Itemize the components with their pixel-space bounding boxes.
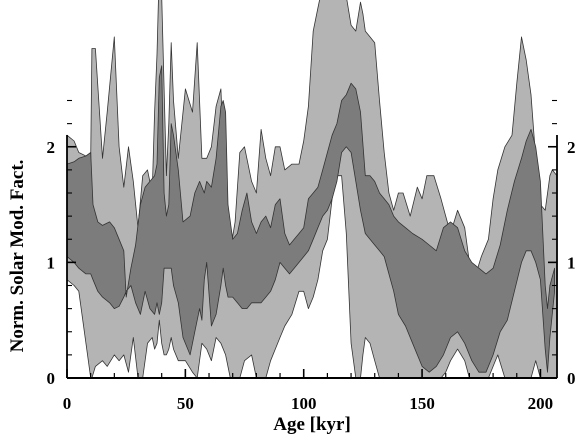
x-tick-label: 150: [409, 394, 435, 413]
inner-uncertainty-band: [66, 65, 555, 373]
x-axis-title: Age [kyr]: [273, 414, 351, 435]
axes: [66, 135, 558, 379]
y-right-tick-label: 2: [567, 138, 576, 157]
x-tick-label: 50: [177, 394, 194, 413]
y-axis-title: Norm. Solar Mod. Fact.: [7, 160, 28, 353]
x-tick-label: 200: [528, 394, 554, 413]
y-left-tick-label: 2: [47, 138, 56, 157]
plot-area: [66, 0, 558, 379]
ticks: 0 50 100 150 200 0 1 2 0 1 2: [47, 99, 576, 413]
y-left-tick-label: 1: [47, 253, 56, 272]
y-right-tick-label: 1: [567, 253, 576, 272]
x-tick-label: 100: [291, 394, 317, 413]
y-left-tick-label: 0: [47, 369, 56, 388]
y-right-tick-label: 0: [567, 369, 576, 388]
x-tick-label: 0: [63, 394, 72, 413]
